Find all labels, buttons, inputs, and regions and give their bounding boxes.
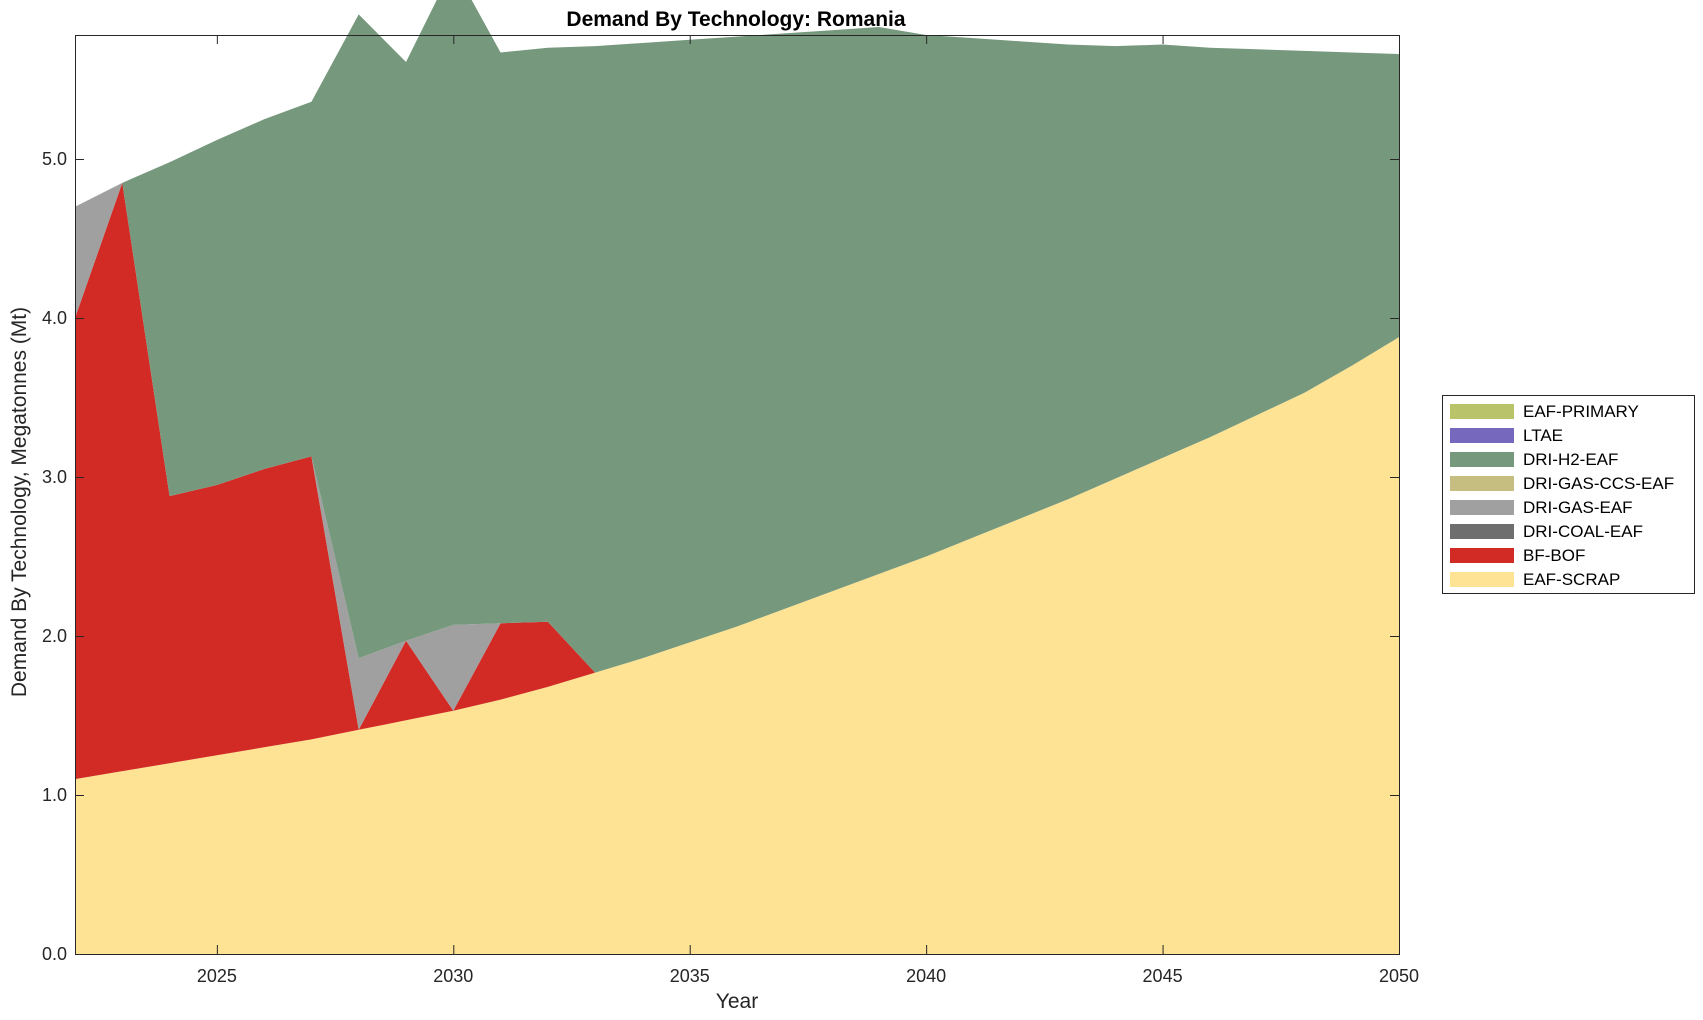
x-tick-label: 2050 bbox=[1379, 966, 1419, 986]
legend-label-dri-coal-eaf: DRI-COAL-EAF bbox=[1523, 522, 1643, 541]
y-axis: 0.0 1.0 2.0 3.0 4.0 5.0 bbox=[42, 149, 1399, 964]
area-dri-h2-eaf bbox=[75, 0, 1399, 673]
x-tick-label: 2045 bbox=[1143, 966, 1183, 986]
legend-label-dri-gas-ccs-eaf: DRI-GAS-CCS-EAF bbox=[1523, 474, 1674, 493]
legend-label-dri-gas-eaf: DRI-GAS-EAF bbox=[1523, 498, 1633, 517]
legend-label-bf-bof: BF-BOF bbox=[1523, 546, 1585, 565]
legend-label-eaf-scrap: EAF-SCRAP bbox=[1523, 570, 1620, 589]
legend-swatch-dri-coal-eaf bbox=[1450, 524, 1514, 539]
y-tick-label: 0.0 bbox=[42, 944, 67, 964]
area-bf-bof bbox=[75, 182, 1399, 780]
plot-frame bbox=[75, 35, 1400, 955]
legend-swatch-dri-gas-ccs-eaf bbox=[1450, 476, 1514, 491]
y-tick-label: 4.0 bbox=[42, 308, 67, 328]
legend-swatch-bf-bof bbox=[1450, 548, 1514, 563]
y-tick-label: 5.0 bbox=[42, 149, 67, 169]
y-tick-label: 3.0 bbox=[42, 467, 67, 487]
x-axis: 2025 2030 2035 2040 2045 2050 bbox=[197, 35, 1419, 986]
legend-swatch-ltae bbox=[1450, 428, 1514, 443]
area-eaf-scrap bbox=[75, 337, 1399, 955]
y-tick-label: 1.0 bbox=[42, 785, 67, 805]
legend-label-dri-h2-eaf: DRI-H2-EAF bbox=[1523, 450, 1618, 469]
x-axis-label: Year bbox=[716, 990, 758, 1013]
x-tick-label: 2040 bbox=[906, 966, 946, 986]
legend: EAF-PRIMARY LTAE DRI-H2-EAF DRI-GAS-CCS-EAF… bbox=[1442, 395, 1695, 594]
y-tick-label: 2.0 bbox=[42, 626, 67, 646]
legend-label-ltae: LTAE bbox=[1523, 426, 1563, 445]
chart-title: Demand By Technology: Romania bbox=[566, 8, 905, 31]
legend-swatch-dri-h2-eaf bbox=[1450, 452, 1514, 467]
legend-swatch-eaf-primary bbox=[1450, 404, 1514, 419]
stacked-areas bbox=[75, 0, 1399, 955]
legend-swatch-eaf-scrap bbox=[1450, 572, 1514, 587]
y-axis-label: Demand By Technology, Megatonnes (Mt) bbox=[8, 307, 31, 697]
x-tick-label: 2030 bbox=[433, 966, 473, 986]
x-tick-label: 2025 bbox=[197, 966, 237, 986]
x-tick-label: 2035 bbox=[670, 966, 710, 986]
legend-label-eaf-primary: EAF-PRIMARY bbox=[1523, 402, 1639, 421]
legend-swatch-dri-gas-eaf bbox=[1450, 500, 1514, 515]
